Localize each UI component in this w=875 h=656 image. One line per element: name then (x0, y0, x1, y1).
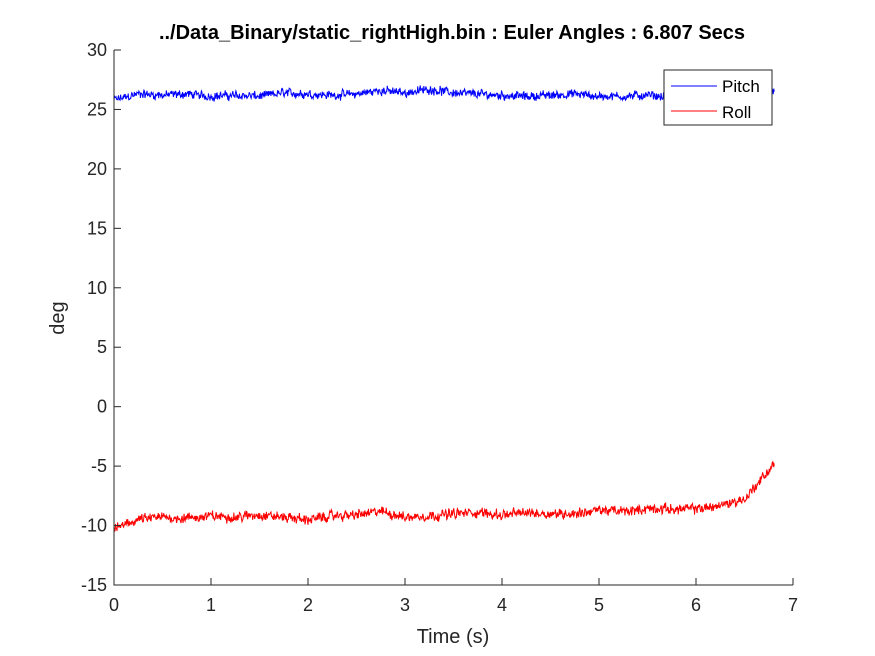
x-tick-label: 5 (594, 595, 604, 615)
x-tick-label: 2 (303, 595, 313, 615)
legend-roll-label: Roll (722, 103, 751, 122)
chart-title: ../Data_Binary/static_rightHigh.bin : Eu… (159, 22, 745, 44)
series-line-roll (113, 460, 775, 532)
legend: Pitch Roll (663, 69, 773, 126)
y-tick-label: 15 (87, 218, 107, 238)
x-tick-label: 7 (788, 595, 798, 615)
y-axis: -15 -10 -5 0 5 10 15 20 25 30 (81, 40, 121, 595)
legend-box (663, 69, 773, 126)
x-tick-label: 1 (206, 595, 216, 615)
y-tick-label: 20 (87, 159, 107, 179)
x-tick-label: 6 (691, 595, 701, 615)
x-axis: 0 1 2 3 4 5 6 7 (109, 578, 798, 615)
y-tick-label: 5 (97, 337, 107, 357)
y-axis-label: deg (47, 301, 69, 334)
y-tick-label: -10 (81, 516, 107, 536)
y-tick-label: 25 (87, 99, 107, 119)
x-tick-label: 3 (400, 595, 410, 615)
y-tick-label: 10 (87, 278, 107, 298)
axes-background (114, 50, 793, 585)
x-axis-label: Time (s) (417, 626, 490, 648)
y-tick-label: -5 (91, 456, 107, 476)
y-tick-label: 30 (87, 40, 107, 60)
plot-area: 0 1 2 3 4 5 6 7 -15 -10 -5 0 5 10 15 20 25 30 (81, 40, 798, 615)
y-tick-label: 0 (97, 397, 107, 417)
x-tick-label: 4 (497, 595, 507, 615)
y-tick-label: -15 (81, 575, 107, 595)
legend-pitch-label: Pitch (722, 77, 760, 96)
x-tick-label: 0 (109, 595, 119, 615)
